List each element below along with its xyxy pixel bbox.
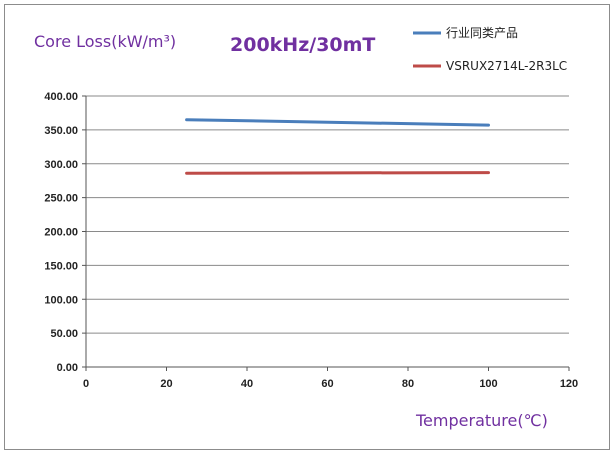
x-tick-label: 0 [83, 378, 89, 390]
y-tick-label: 400.00 [44, 91, 78, 103]
series-line-2 [185, 171, 490, 175]
chart-frame [4, 4, 610, 450]
x-tick-label: 80 [402, 378, 414, 390]
y-axis-label: Core Loss(kW/m³) [34, 32, 176, 51]
legend-label-1: 行业同类产品 [446, 26, 518, 40]
y-tick-labels: 0.00 50.00 100.00 150.00 200.00 250.00 300.00 3… [44, 91, 78, 374]
y-tick-label: 0.00 [57, 362, 78, 374]
x-tick-label: 40 [241, 378, 253, 390]
x-tick-label: 120 [560, 378, 578, 390]
y-tick-label: 250.00 [44, 193, 78, 205]
data-series [185, 118, 490, 175]
x-tick-label: 20 [160, 378, 172, 390]
axes [82, 95, 570, 371]
chart-title: 200kHz/30mT [230, 34, 375, 56]
y-tick-label: 350.00 [44, 125, 78, 137]
x-axis-label: Temperature(℃) [415, 411, 548, 430]
x-tick-label: 100 [479, 378, 497, 390]
y-tick-label: 300.00 [44, 159, 78, 171]
legend: 行业同类产品 VSRUX2714L-2R3LC [413, 26, 567, 73]
legend-label-2: VSRUX2714L-2R3LC [446, 59, 567, 73]
y-tick-label: 150.00 [44, 260, 78, 272]
x-tick-label: 60 [321, 378, 333, 390]
y-tick-label: 200.00 [44, 227, 78, 239]
y-tick-label: 100.00 [44, 294, 78, 306]
series-line-1 [185, 118, 490, 127]
x-tick-labels: 0 20 40 60 80 100 120 [83, 378, 578, 390]
grid-lines [86, 95, 569, 334]
y-tick-label: 50.00 [50, 328, 78, 340]
